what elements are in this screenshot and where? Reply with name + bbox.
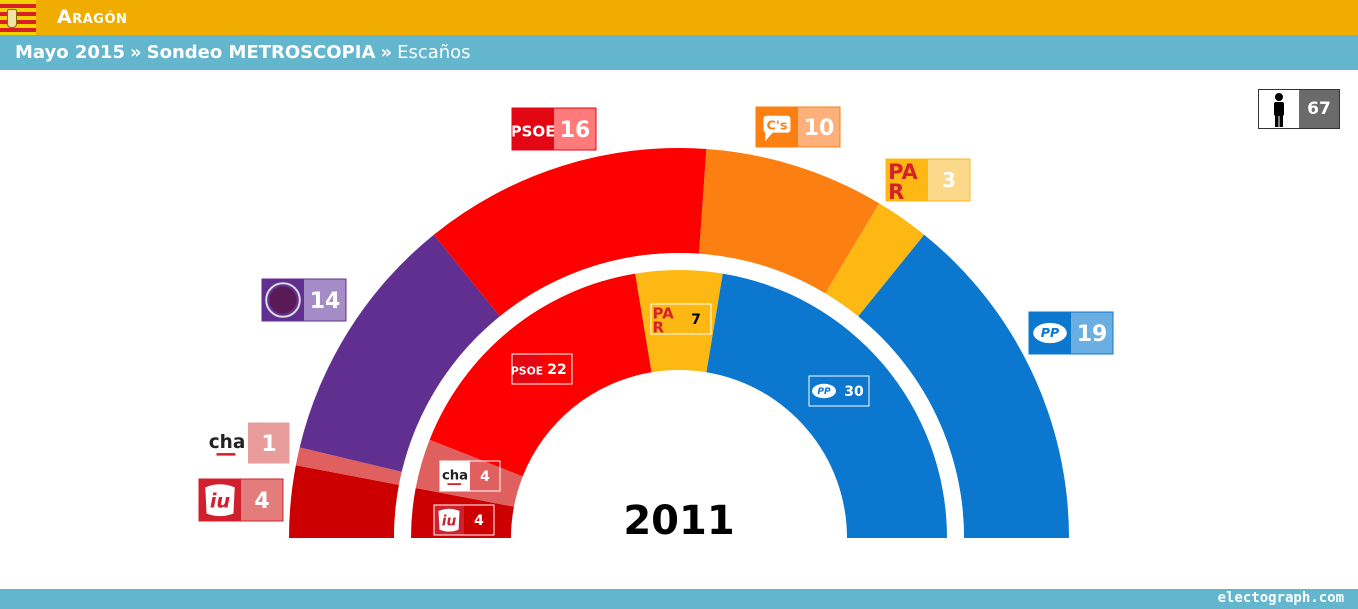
separator: » — [129, 42, 142, 63]
region-header-bar: Aragón — [0, 0, 1358, 35]
svg-text:PA: PA — [653, 304, 675, 322]
footer-bar: electograph.com — [0, 589, 1358, 609]
outer-label-podemos: 14 — [261, 278, 347, 322]
svg-text:iu: iu — [210, 490, 231, 513]
svg-text:PSOE: PSOE — [510, 123, 555, 141]
inner-label-pp: PP 30 — [808, 375, 870, 407]
svg-text:PSOE: PSOE — [511, 364, 543, 377]
inner-label-iu: iu 4 — [433, 504, 495, 536]
outer-label-iu: iu 4 — [198, 478, 284, 522]
person-icon — [1274, 93, 1284, 127]
svg-text:C's: C's — [767, 118, 788, 133]
inner-value-psoe: 22 — [547, 362, 566, 378]
outer-slice-iu — [289, 465, 399, 538]
pollster: Sondeo METROSCOPIA — [146, 42, 376, 63]
inner-value-cha: 4 — [480, 469, 490, 485]
metric-label: Escaños — [397, 42, 471, 63]
inner-label-psoe: PSOE 22 — [511, 353, 573, 385]
outer-slice-podemos — [299, 234, 500, 472]
survey-date: Mayo 2015 — [15, 42, 125, 63]
svg-text:iu: iu — [442, 513, 457, 529]
aragon-flag-icon — [0, 0, 36, 35]
outer-label-psoe: PSOE 16 — [510, 107, 597, 151]
inner-value-pp: 30 — [844, 384, 864, 400]
outer-label-cha: cha 1 — [205, 421, 291, 465]
inner-value-iu: 4 — [474, 513, 484, 529]
total-seats-value: 67 — [1299, 90, 1339, 128]
survey-title: Mayo 2015» Sondeo METROSCOPIA» Escaños — [15, 35, 471, 70]
svg-text:PA: PA — [888, 160, 918, 184]
inner-label-par: PAR 7 — [650, 303, 712, 337]
outer-value-podemos: 14 — [310, 289, 341, 314]
outer-value-pp: 19 — [1077, 322, 1108, 347]
svg-text:cha: cha — [209, 432, 246, 453]
svg-text:PP: PP — [1041, 325, 1060, 340]
outer-slice-par — [825, 203, 925, 317]
chart-year-label: 2011 — [623, 498, 734, 544]
outer-value-iu: 4 — [254, 489, 269, 514]
outer-value-psoe: 16 — [560, 118, 591, 143]
outer-slice-c-s — [699, 148, 880, 294]
outer-slice-cha — [295, 447, 402, 485]
outer-label-par: PAR 3 — [885, 158, 971, 204]
footer-credit: electograph.com — [1217, 590, 1344, 606]
outer-value-par: 3 — [942, 168, 956, 192]
outer-label-c-s: C's 10 — [755, 106, 841, 148]
separator: » — [380, 42, 393, 63]
svg-text:R: R — [888, 180, 904, 204]
outer-value-c-s: 10 — [804, 116, 835, 141]
svg-text:cha: cha — [442, 469, 468, 484]
svg-text:R: R — [653, 319, 665, 337]
total-seats-box: 67 — [1258, 89, 1340, 129]
outer-value-cha: 1 — [261, 432, 276, 457]
region-title: Aragón — [57, 6, 128, 28]
survey-header-bar: Mayo 2015» Sondeo METROSCOPIA» Escaños — [0, 35, 1358, 70]
outer-label-pp: PP 19 — [1028, 311, 1114, 355]
outer-slice-pp — [858, 234, 1069, 538]
outer-slice-psoe — [433, 148, 707, 317]
inner-label-cha: cha 4 — [439, 460, 501, 492]
inner-value-par: 7 — [691, 312, 701, 328]
svg-text:PP: PP — [817, 387, 831, 397]
